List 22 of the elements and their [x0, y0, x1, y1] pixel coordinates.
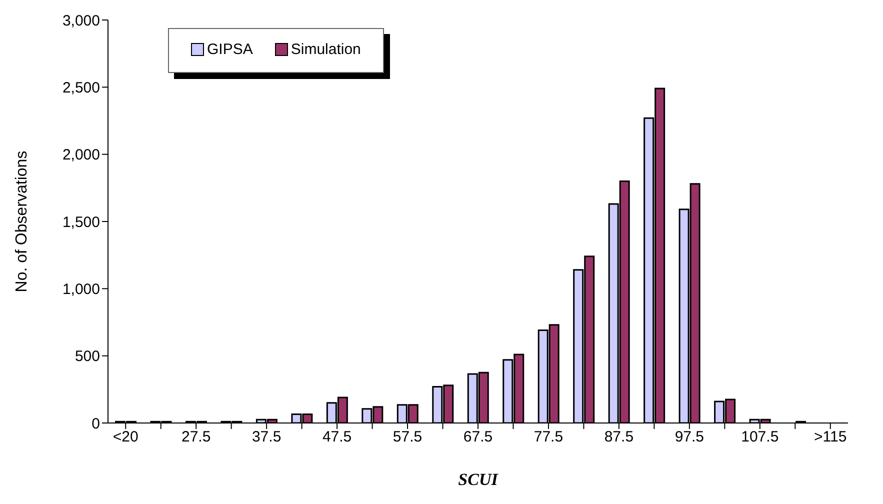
- x-tick-label: 87.5: [604, 428, 634, 446]
- x-tick-label: 37.5: [252, 428, 282, 446]
- legend-label: GIPSA: [207, 41, 253, 58]
- x-tick-label: >115: [814, 428, 847, 446]
- y-tick-label: 3,000: [62, 12, 100, 30]
- x-tick-label: 47.5: [322, 428, 352, 446]
- x-tick-label: 77.5: [534, 428, 564, 446]
- y-tick-label: 0: [92, 415, 100, 432]
- y-tick-label: 1,000: [62, 280, 100, 298]
- x-tick-label: <20: [112, 428, 138, 446]
- y-tick-label: 2,500: [62, 79, 100, 96]
- y-tick-label: 2,000: [62, 146, 100, 164]
- x-tick-label: 67.5: [463, 428, 493, 446]
- legend-label: Simulation: [290, 41, 361, 58]
- x-tick-label: 27.5: [181, 428, 211, 446]
- x-tick-label: 57.5: [392, 428, 422, 446]
- y-tick-label: 1,500: [62, 214, 100, 231]
- y-tick-label: 500: [74, 348, 100, 366]
- x-tick-label: 107.5: [741, 428, 779, 446]
- y-axis-title: No. of Observations: [14, 150, 31, 292]
- x-axis-title: SCUI: [457, 470, 500, 490]
- x-tick-label: 97.5: [674, 428, 704, 446]
